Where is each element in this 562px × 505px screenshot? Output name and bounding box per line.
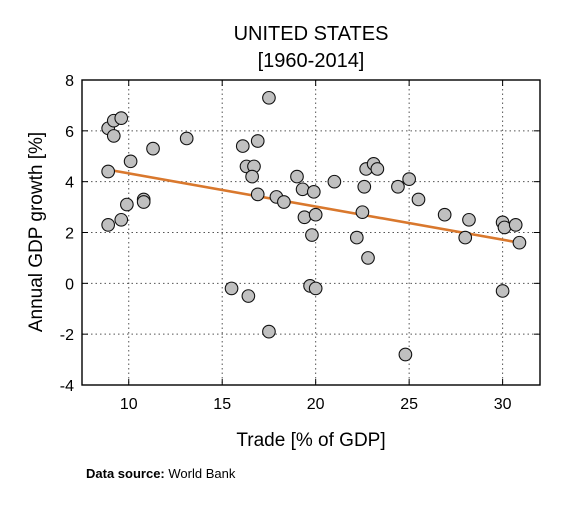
data-point — [123, 154, 138, 169]
data-point — [437, 207, 452, 222]
data-point — [297, 210, 312, 225]
y-tick-label: 2 — [65, 226, 74, 243]
data-point — [495, 284, 510, 298]
data-point — [136, 195, 151, 209]
x-tick-label: 20 — [307, 396, 325, 413]
data-point — [250, 134, 265, 148]
y-tick-label: 6 — [65, 124, 74, 141]
data-point — [349, 230, 364, 245]
data-point — [308, 207, 323, 222]
tick-labels: 10 15 20 25 30 -4 -2 0 2 4 6 8 — [60, 73, 512, 413]
data-point — [277, 195, 291, 209]
data-points — [101, 90, 527, 362]
data-point — [398, 347, 413, 362]
x-tick-label: 15 — [213, 396, 231, 413]
chart-subtitle: [1960-2014] — [258, 50, 365, 72]
trendline-group — [106, 168, 521, 244]
data-source-label: Data source: — [86, 466, 165, 481]
data-point — [357, 179, 372, 194]
data-point — [391, 179, 405, 194]
chart-title: UNITED STATES — [234, 23, 389, 45]
data-point — [224, 281, 239, 296]
data-point — [101, 164, 116, 179]
data-point — [262, 90, 276, 105]
data-point — [250, 187, 265, 202]
y-tick-label: -2 — [60, 327, 74, 344]
data-point — [411, 192, 426, 207]
data-point — [355, 205, 370, 220]
data-point — [235, 139, 250, 153]
data-point — [290, 169, 304, 184]
data-point — [370, 162, 385, 176]
data-point — [101, 218, 116, 232]
y-tick-label: 0 — [65, 276, 74, 293]
data-point — [462, 212, 476, 227]
data-point — [245, 169, 259, 184]
x-tick-label: 30 — [494, 396, 512, 413]
trendline — [106, 168, 521, 244]
y-tick-label: 4 — [65, 175, 74, 192]
data-point — [114, 111, 129, 125]
data-point — [305, 228, 319, 242]
data-point — [497, 220, 512, 235]
data-point — [308, 281, 323, 296]
x-axis-label: Trade [% of GDP] — [236, 430, 385, 451]
data-point — [241, 289, 256, 303]
data-point — [508, 218, 523, 232]
data-source-value: World Bank — [168, 466, 236, 481]
data-point — [361, 251, 375, 265]
data-point — [512, 235, 527, 250]
y-tick-label: 8 — [65, 73, 74, 90]
data-point — [120, 197, 134, 212]
y-axis-label: Annual GDP growth [%] — [26, 132, 47, 332]
data-point — [262, 324, 276, 339]
data-point — [114, 212, 129, 227]
data-point — [458, 230, 473, 245]
gridlines — [82, 80, 540, 385]
data-point — [402, 172, 416, 186]
x-tick-label: 25 — [400, 396, 418, 413]
data-point — [106, 129, 121, 143]
data-point — [146, 141, 160, 156]
y-tick-label: -4 — [60, 378, 74, 395]
x-tick-label: 10 — [120, 396, 138, 413]
plot-area-frame — [81, 79, 541, 386]
data-point — [295, 182, 310, 197]
data-source-note: Data source: World Bank — [86, 466, 235, 481]
data-point — [306, 184, 321, 199]
data-point — [179, 131, 194, 146]
data-point — [327, 174, 342, 189]
